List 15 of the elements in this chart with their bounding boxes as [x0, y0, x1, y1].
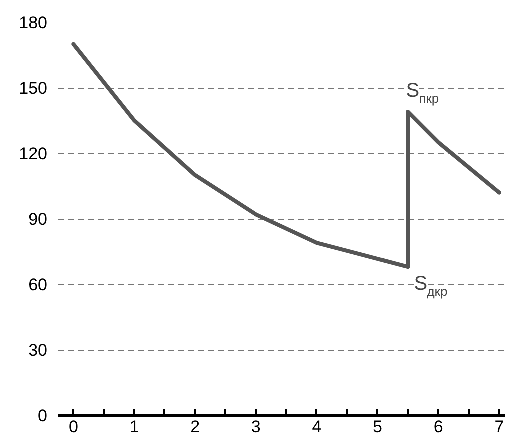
y-tick-label: 150	[19, 79, 48, 98]
line-series	[72, 42, 502, 270]
y-tick-label: 30	[28, 341, 48, 360]
y-tick-label: 180	[19, 14, 48, 32]
x-tick-label: 7	[494, 418, 504, 436]
y-tick-label: 60	[28, 276, 48, 294]
y-tick-label: 120	[19, 144, 48, 164]
x-tick-label: 0	[68, 418, 78, 436]
x-tick-label: 5	[373, 418, 383, 436]
y-tick-label: 90	[28, 210, 48, 229]
x-tick-label: 4	[312, 418, 322, 436]
x-tick-label: 1	[130, 418, 140, 436]
x-tick-label: 3	[251, 418, 261, 436]
x-tick-label: 6	[434, 418, 444, 436]
x-tick-label: 2	[190, 418, 200, 436]
